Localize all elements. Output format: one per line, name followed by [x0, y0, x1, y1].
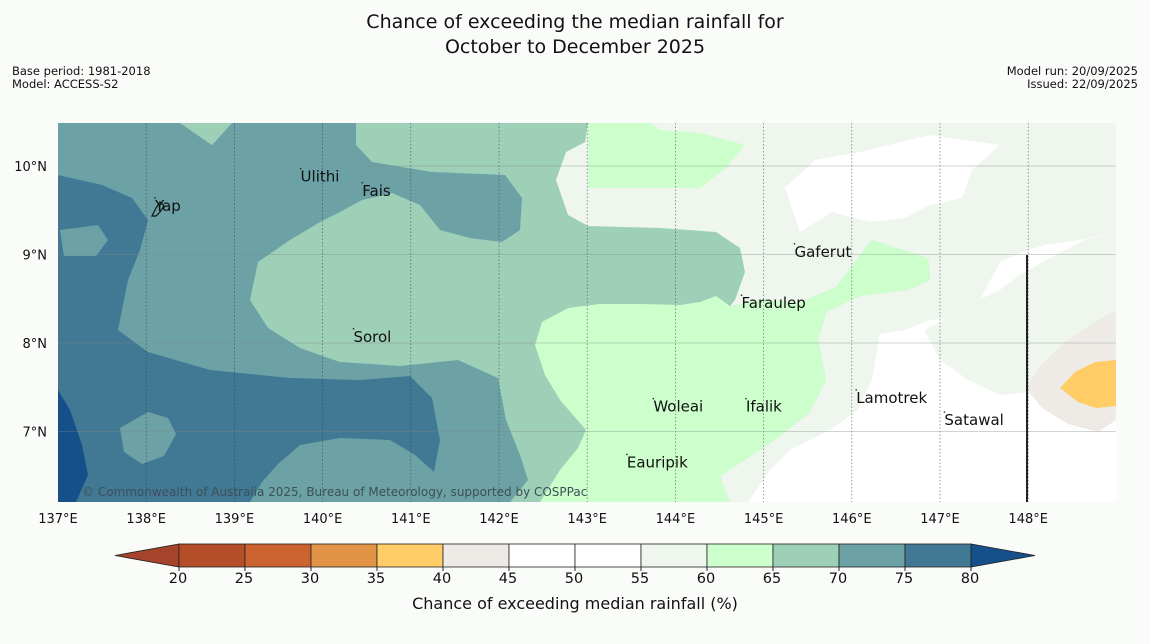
contour-70-75-patch — [120, 412, 176, 464]
colorbar-tick-label: 45 — [499, 571, 517, 587]
colorbar-tick-label: 25 — [235, 571, 253, 587]
colorbar-extend-low — [114, 543, 180, 568]
colorbar-segment — [310, 543, 378, 568]
lat-tick-label: 8°N — [23, 337, 48, 352]
graticule — [58, 123, 1116, 502]
place-marker — [745, 397, 747, 400]
title-line-1: Chance of exceeding the median rainfall … — [366, 11, 784, 33]
place-marker — [740, 294, 743, 296]
lat-tick-label: 9°N — [23, 249, 48, 264]
place-label: Yap — [154, 197, 181, 215]
lon-tick-label: 138°E — [126, 512, 166, 527]
lon-tick-label: 146°E — [832, 512, 872, 527]
colorbar-segment — [838, 543, 906, 568]
colorbar-segment — [706, 543, 774, 568]
contour-45-55-pocket — [785, 135, 1000, 232]
title-line-2: October to December 2025 — [444, 36, 706, 58]
place-label: Ifalik — [746, 398, 782, 416]
contour-35-40 — [1060, 360, 1116, 408]
contour-60-65 — [488, 123, 930, 502]
lat-tick-label: 7°N — [23, 426, 48, 441]
place-marker — [361, 181, 364, 184]
place-marker — [352, 328, 355, 330]
colorbar-tick-label: 50 — [565, 571, 583, 587]
model-name: Model: ACCESS-S2 — [12, 77, 119, 91]
lon-tick-label: 144°E — [656, 512, 696, 527]
colorbar-segment — [178, 543, 246, 568]
colorbar-tick-label: 65 — [763, 571, 781, 587]
lon-tick-label: 141°E — [391, 512, 431, 527]
metadata-right: Model run: 20/09/2025 Issued: 22/09/2025 — [1007, 65, 1138, 91]
map-title: Chance of exceeding the median rainfall … — [0, 10, 1150, 60]
colorbar-extend-high — [970, 543, 1036, 568]
place-marker — [652, 397, 655, 400]
colorbar-segment — [244, 543, 312, 568]
lon-tick-label: 140°E — [303, 512, 343, 527]
colorbar-segment — [574, 543, 642, 568]
colorbar-tick-label: 60 — [697, 571, 715, 587]
colorbar-segment — [376, 543, 444, 568]
place-label: Lamotrek — [856, 389, 927, 407]
place-marker — [943, 411, 946, 413]
base-period: Base period: 1981-2018 — [12, 64, 151, 78]
lon-tick-label: 148°E — [1008, 512, 1048, 527]
contour-65-70-corner — [180, 123, 232, 145]
colorbar-segment — [772, 543, 840, 568]
lat-tick-label: 10°N — [14, 160, 47, 175]
place-label: Faraulep — [742, 294, 806, 312]
place-label: Satawal — [944, 411, 1003, 429]
place-label: Gaferut — [794, 243, 851, 261]
lon-tick-label: 145°E — [744, 512, 784, 527]
model-run: Model run: 20/09/2025 — [1006, 64, 1138, 78]
place-label: Sorol — [353, 328, 391, 346]
copyright-notice: © Commonwealth of Australia 2025, Bureau… — [82, 485, 587, 499]
colorbar-segment — [442, 543, 510, 568]
lon-tick-label: 142°E — [479, 512, 519, 527]
place-label: Fais — [362, 182, 391, 200]
place-marker — [299, 167, 302, 170]
colorbar-tick-label: 80 — [961, 571, 979, 587]
colorbar-label: Chance of exceeding median rainfall (%) — [412, 594, 738, 613]
colorbar-tick-label: 35 — [367, 571, 385, 587]
lon-tick-label: 143°E — [567, 512, 607, 527]
colorbar-segment — [508, 543, 576, 568]
contour-45-55-upper — [748, 123, 1116, 502]
place-marker — [154, 197, 156, 199]
colorbar-tick-label: 55 — [631, 571, 649, 587]
colorbar-tick-label: 40 — [433, 571, 451, 587]
lon-tick-label: 137°E — [38, 512, 78, 527]
contour-60-65-top — [588, 123, 745, 188]
colorbar-tick-label: 30 — [301, 571, 319, 587]
metadata-left: Base period: 1981-2018 Model: ACCESS-S2 — [12, 65, 151, 91]
colorbar-tick-label: 20 — [169, 571, 187, 587]
issued-date: Issued: 22/09/2025 — [1027, 77, 1138, 91]
contour-70-75-island — [60, 225, 108, 256]
lon-tick-label: 139°E — [215, 512, 255, 527]
colorbar-tick-label: 70 — [829, 571, 847, 587]
axis-tick-labels: 137°E 138°E 139°E 140°E 141°E 142°E 143°E 144°E… — [14, 160, 1048, 527]
place-label: Eauripik — [627, 453, 688, 471]
yap-island — [151, 201, 165, 217]
place-label: Woleai — [653, 398, 703, 416]
place-marker — [855, 389, 858, 391]
colorbar-segment — [904, 543, 972, 568]
place-label: Ulithi — [301, 168, 340, 186]
colorbar-segment — [640, 543, 708, 568]
place-marker — [626, 453, 628, 456]
place-labels: Yap Ulithi Fais Gaferut Faraulep Sorol Lamotre… — [154, 168, 1004, 472]
colorbar: 20 25 30 35 40 45 50 55 60 65 70 75 80 — [114, 543, 1036, 587]
place-marker — [793, 243, 796, 245]
contour-55-60-strip — [944, 232, 1116, 342]
colorbar-tick-label: 75 — [895, 571, 913, 587]
lon-tick-label: 147°E — [920, 512, 960, 527]
contour-80-plus — [58, 390, 88, 502]
